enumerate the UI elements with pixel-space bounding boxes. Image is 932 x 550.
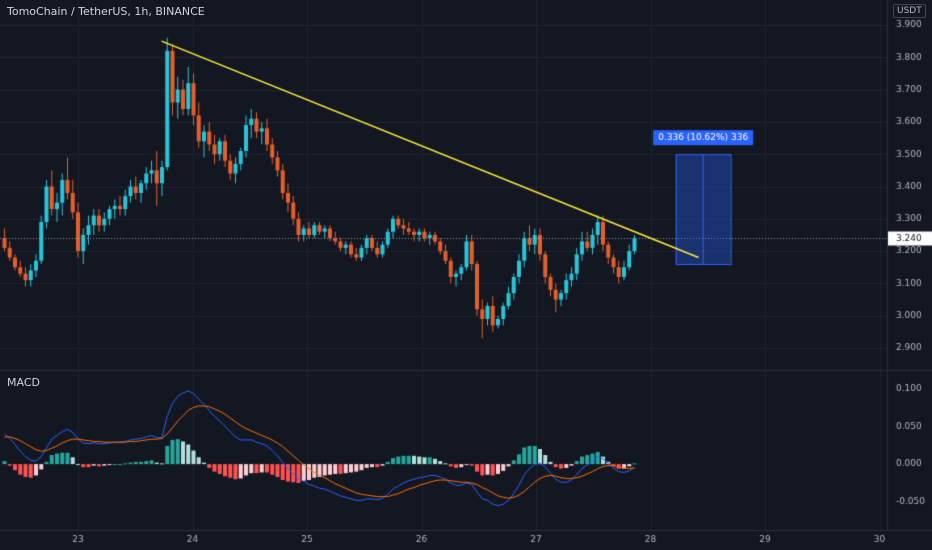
currency-badge[interactable]: USDT — [893, 4, 926, 18]
macd-indicator-label[interactable]: MACD — [7, 376, 40, 389]
symbol-title: TomoChain / TetherUS, 1h, BINANCE — [7, 5, 205, 18]
